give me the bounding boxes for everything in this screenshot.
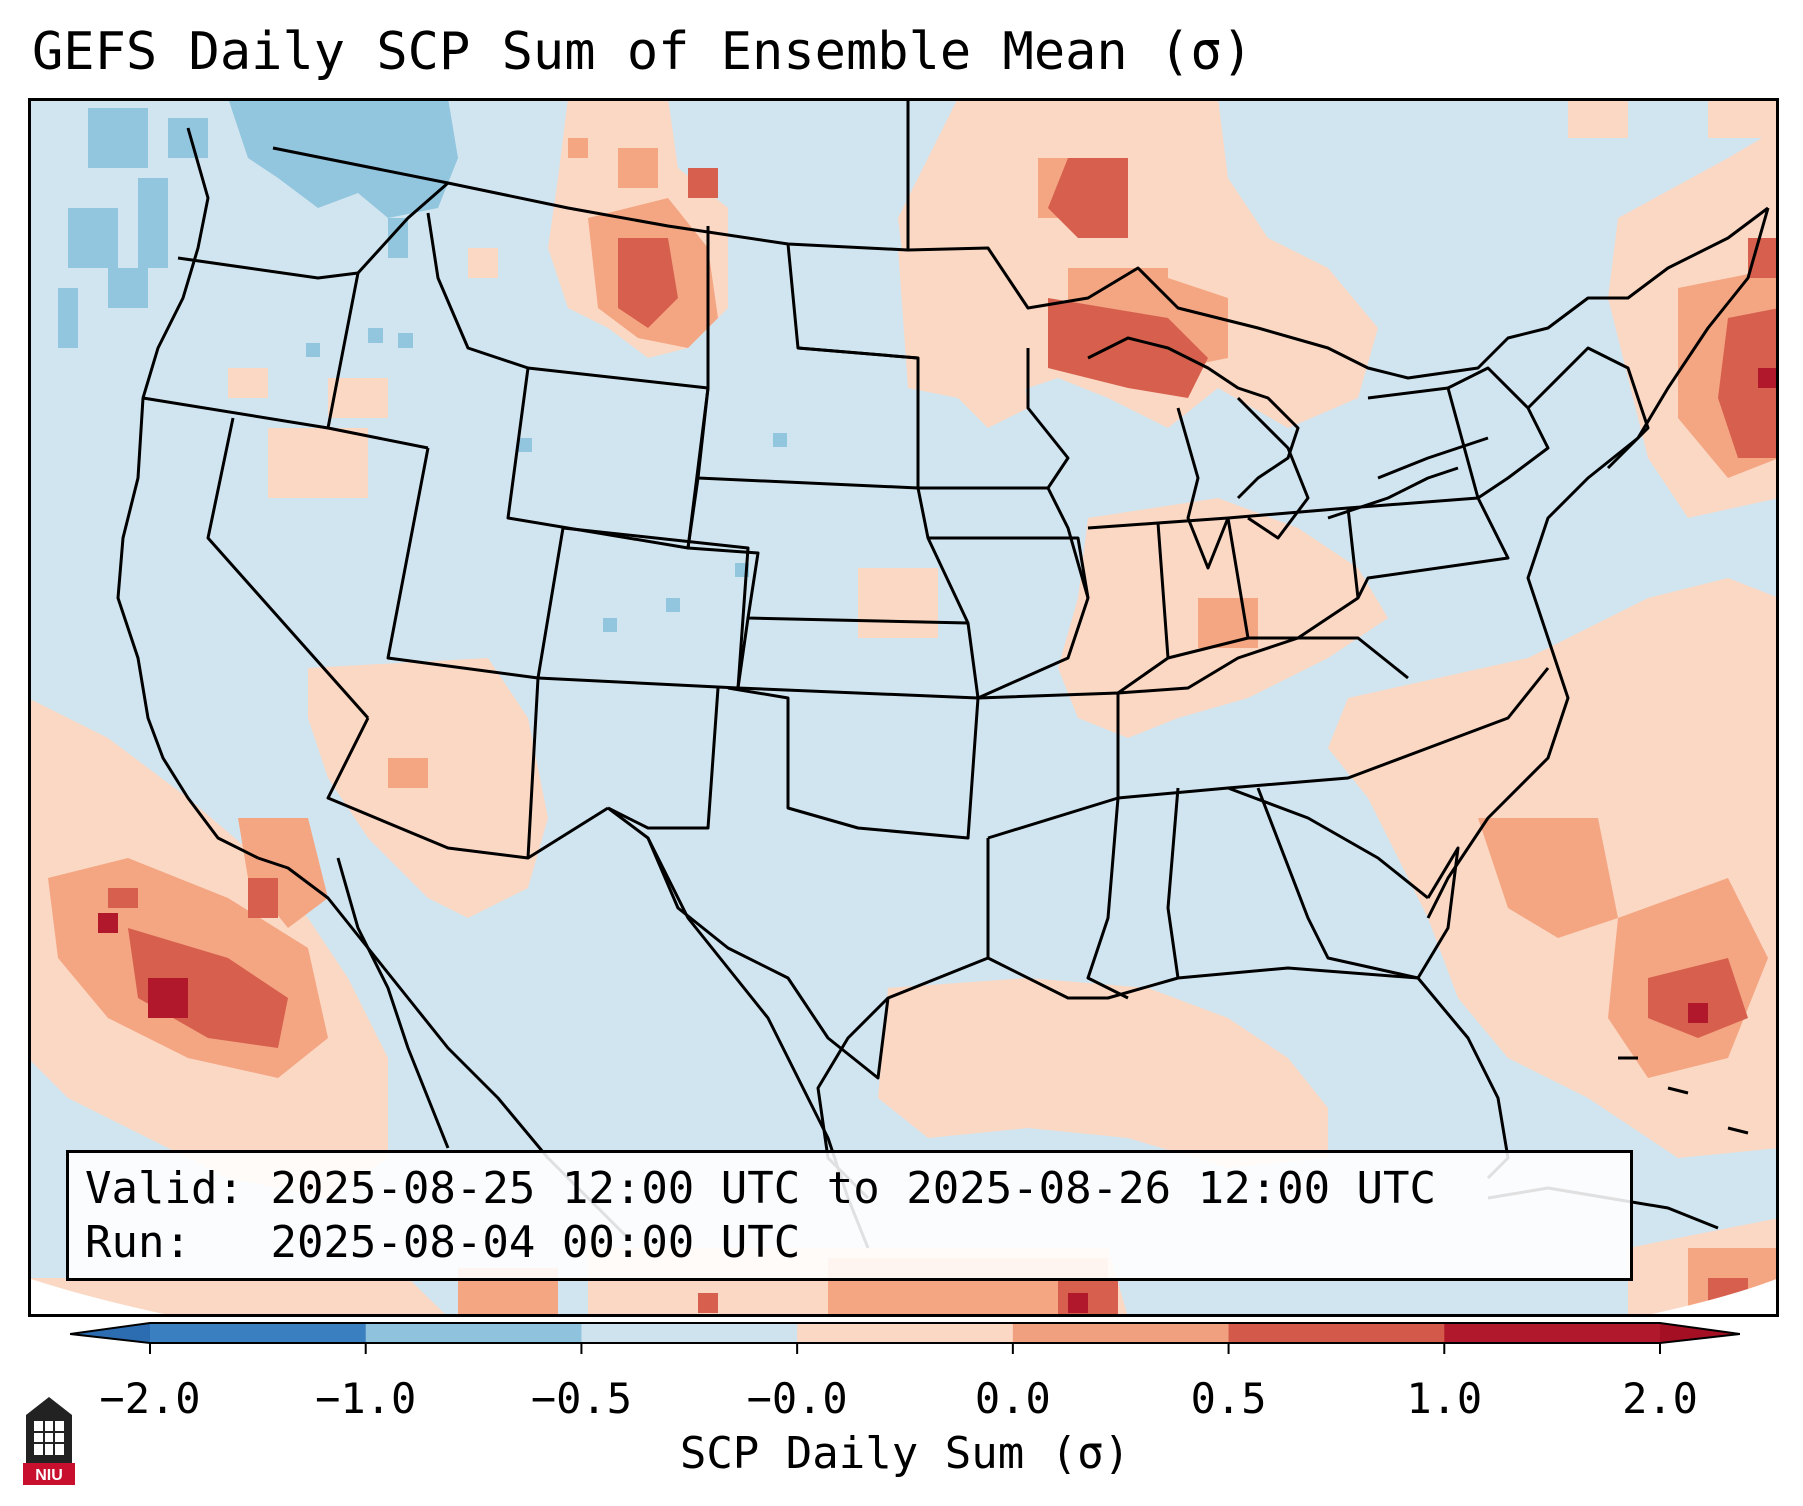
colorbar-segment (1228, 1323, 1445, 1343)
map-border (28, 98, 1779, 1317)
colorbar-tick-label: −0.5 (530, 1374, 632, 1423)
very-strong-positive-patches (98, 368, 1778, 1313)
valid-label: Valid: (85, 1163, 244, 1214)
state-boundaries (116, 98, 1770, 1249)
colorbar-ramp (70, 1322, 1740, 1354)
colorbar-tick-label: −1.0 (315, 1374, 417, 1423)
run-label: Run: (85, 1217, 191, 1268)
colorbar-tick-label: 0.5 (1190, 1374, 1267, 1423)
colorbar-extend-low (70, 1323, 150, 1343)
niu-logo-text: NIU (35, 1467, 63, 1484)
colorbar-extend-high (1660, 1323, 1740, 1343)
colorbar-segment (797, 1323, 1014, 1343)
colorbar-segment (365, 1323, 582, 1343)
valid-value: 2025-08-25 12:00 UTC to 2025-08-26 12:00… (270, 1163, 1437, 1214)
colorbar-tick-label: −2.0 (99, 1374, 201, 1423)
colorbar-tick-label: 0.0 (974, 1374, 1051, 1423)
map-title: GEFS Daily SCP Sum of Ensemble Mean (σ) (32, 22, 1253, 82)
colorbar-label: SCP Daily Sum (σ) (679, 1428, 1131, 1479)
colorbar-tick-label: −0.0 (746, 1374, 848, 1423)
negative-anomaly-patches (58, 98, 787, 632)
positive-anomaly-patches (28, 98, 1779, 1317)
colorbar-segment (581, 1323, 798, 1343)
run-value: 2025-08-04 00:00 UTC (270, 1217, 801, 1268)
colorbar-segment (1444, 1323, 1661, 1343)
scp-map (28, 98, 1779, 1317)
colorbar-tick-label: 1.0 (1406, 1374, 1483, 1423)
colorbar-segment (150, 1323, 367, 1343)
off-domain-left (28, 1278, 178, 1317)
run-row: Run: 2025-08-04 00:00 UTC (85, 1217, 800, 1268)
map-panel: Valid: 2025-08-25 12:00 UTC to 2025-08-2… (28, 98, 1779, 1317)
valid-row: Valid: 2025-08-25 12:00 UTC to 2025-08-2… (85, 1163, 1436, 1214)
colorbar: −2.0 −1.0 −0.5 −0.0 0.0 0.5 1.0 2.0 SCP Daily S… (70, 1318, 1740, 1479)
off-domain-right (1638, 1278, 1779, 1317)
validity-box: Valid: 2025-08-25 12:00 UTC to 2025-08-2… (66, 1150, 1633, 1281)
colorbar-tick-label: 2.0 (1622, 1374, 1698, 1423)
colorbar-segment (1012, 1323, 1230, 1343)
niu-tower-icon: NIU (23, 1397, 75, 1485)
colorbar-segments (150, 1323, 1661, 1343)
colorbar-ticks (149, 1343, 1661, 1354)
niu-logo: NIU (20, 1395, 78, 1487)
